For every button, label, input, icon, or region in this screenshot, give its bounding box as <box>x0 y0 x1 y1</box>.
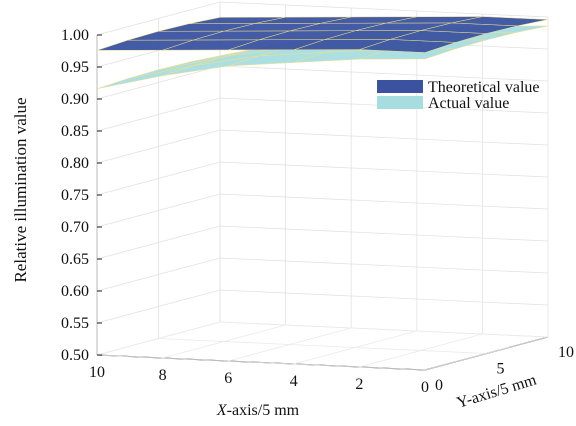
y-tick-label: 10 <box>558 344 574 361</box>
grid-floor-y <box>219 321 549 338</box>
grid-line-z <box>96 161 549 196</box>
x-tick-label: 8 <box>159 367 167 384</box>
grid-line-z <box>96 193 549 228</box>
legend-label-theoretical: Theoretical value <box>428 79 540 96</box>
y-tick-label: 0 <box>435 377 443 394</box>
surfaces <box>96 16 549 90</box>
z-tick-label: 0.95 <box>61 59 89 76</box>
x-axis-label-italic: X <box>216 402 228 419</box>
surface-patch <box>189 16 286 24</box>
x-tick-label: 10 <box>89 364 105 381</box>
legend-swatch-theoretical <box>377 80 423 93</box>
x-axis-label-rest: -axis/5 mm <box>227 402 300 419</box>
y-tick-labels: 0 5 10 <box>435 344 574 394</box>
x-tick-labels: 10 8 6 4 2 0 <box>89 364 429 396</box>
z-tick-label: 0.70 <box>61 219 89 236</box>
grid-line-z <box>96 289 549 324</box>
y-tick-label: 5 <box>497 361 505 378</box>
z-tick-label: 0.90 <box>61 91 89 108</box>
z-tick-labels: 0.50 0.55 0.60 0.65 0.70 0.75 0.80 0.85 0.90 0.95… <box>61 27 102 364</box>
z-tick-label: 0.60 <box>61 283 89 300</box>
legend-swatch-actual <box>377 96 423 109</box>
z-tick-label: 0.65 <box>61 251 89 268</box>
x-tick-label: 4 <box>290 373 298 390</box>
x-tick-label: 0 <box>421 379 429 396</box>
x-tick-label: 6 <box>224 370 232 387</box>
z-axis-label: Relative illumination value <box>11 97 30 282</box>
grid-line-z <box>96 257 549 292</box>
grid-floor-y <box>96 354 426 371</box>
grid-floor-y <box>158 338 487 354</box>
x-axis-label: X-axis/5 mm <box>216 402 300 419</box>
z-tick-label: 0.50 <box>61 347 89 364</box>
z-tick-label: 0.85 <box>61 123 89 140</box>
z-tick-label: 0.80 <box>61 155 89 172</box>
z-tick-label: 0.75 <box>61 187 89 204</box>
legend-label-actual: Actual value <box>428 95 509 112</box>
grid-line-z <box>96 129 549 164</box>
grid-line-z <box>96 225 549 260</box>
legend: Theoretical value Actual value <box>377 79 540 112</box>
x-tick-label: 2 <box>355 376 363 393</box>
z-tick-label: 1.00 <box>61 27 89 44</box>
z-tick-label: 0.55 <box>61 315 89 332</box>
